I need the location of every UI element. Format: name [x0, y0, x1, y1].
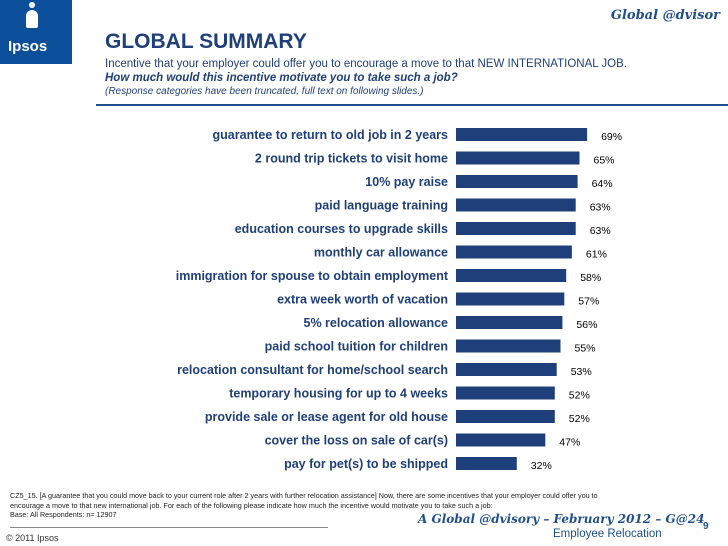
footnote-line-2: encourage a move to that new internation… — [10, 500, 493, 510]
value-label: 58% — [580, 272, 601, 284]
footnote-line-1: CZ5_15. [A guarantee that you could move… — [10, 491, 598, 500]
page-number: 9 — [703, 521, 709, 532]
bar — [456, 339, 561, 353]
value-label: 55% — [575, 343, 596, 355]
bar — [456, 433, 546, 447]
report-title: A Global @dvisory – February 2012 – G@24 — [418, 512, 705, 526]
logo-figure-icon — [26, 2, 38, 28]
category-label: 2 round trip tickets to visit home — [255, 152, 448, 166]
value-label: 63% — [590, 202, 611, 214]
bar — [456, 175, 578, 188]
copyright: © 2011 Ipsos — [6, 533, 59, 543]
category-label: cover the loss on sale of car(s) — [265, 434, 448, 448]
bar — [456, 128, 588, 141]
bar — [456, 269, 567, 282]
bar — [456, 363, 557, 376]
value-label: 47% — [559, 437, 580, 449]
value-label: 52% — [569, 390, 590, 402]
category-label: monthly car allowance — [314, 246, 448, 260]
value-label: 65% — [594, 155, 615, 167]
report-topic: Employee Relocation — [553, 528, 662, 540]
footer-divider — [10, 527, 328, 528]
bar — [456, 410, 555, 423]
footnote-base: Base: All Respondents: n= 12907 — [10, 510, 117, 519]
category-label: extra week worth of vacation — [277, 293, 448, 307]
value-label: 56% — [576, 319, 597, 331]
category-label: temporary housing for up to 4 weeks — [229, 387, 448, 401]
category-label: paid school tuition for children — [265, 340, 448, 354]
bar — [456, 316, 563, 329]
category-label: provide sale or lease agent for old hous… — [205, 410, 448, 424]
category-label: immigration for spouse to obtain employm… — [176, 269, 449, 283]
ipsos-logo: Ipsos — [0, 0, 72, 64]
value-label: 63% — [590, 225, 611, 237]
brand-label: Global @dvisor — [610, 8, 720, 23]
bar — [456, 292, 565, 306]
value-label: 32% — [531, 460, 552, 472]
category-label: 5% relocation allowance — [304, 316, 449, 330]
bar — [456, 457, 517, 470]
value-label: 69% — [601, 131, 622, 143]
category-label: relocation consultant for home/school se… — [177, 363, 448, 377]
page-subtitle: Incentive that your employer could offer… — [105, 58, 627, 70]
page-title: GLOBAL SUMMARY — [105, 30, 307, 53]
bar — [456, 222, 576, 235]
logo-text: Ipsos — [8, 38, 48, 55]
category-label: paid language training — [315, 199, 448, 213]
truncation-note: (Response categories have been truncated… — [105, 86, 424, 97]
survey-question: How much would this incentive motivate y… — [105, 72, 458, 84]
value-label: 61% — [586, 249, 607, 261]
bar — [456, 245, 572, 259]
value-label: 52% — [569, 413, 590, 425]
value-label: 57% — [578, 296, 599, 308]
category-label: guarantee to return to old job in 2 year… — [213, 128, 449, 142]
bar — [456, 198, 576, 212]
category-label: education courses to upgrade skills — [235, 222, 448, 236]
category-label: 10% pay raise — [365, 175, 448, 189]
header-rule — [96, 104, 728, 106]
footnote: CZ5_15. [A guarantee that you could move… — [10, 491, 710, 520]
bar — [456, 151, 580, 165]
value-label: 64% — [592, 178, 613, 190]
value-label: 53% — [571, 366, 592, 378]
category-label: pay for pet(s) to be shipped — [284, 457, 448, 471]
incentive-bar-chart: guarantee to return to old job in 2 year… — [176, 128, 622, 472]
bar — [456, 386, 555, 400]
